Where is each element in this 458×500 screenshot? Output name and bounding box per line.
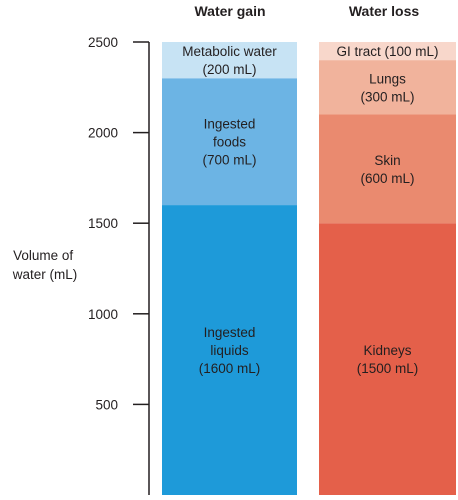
segment-label-line: (200 mL) <box>202 62 256 77</box>
segment-label-line: (300 mL) <box>360 89 414 104</box>
column-water-loss: Water loss Kidneys (1500 mL) Skin (600 mL) L… <box>319 3 456 495</box>
segment-label-line: (1500 mL) <box>357 361 419 376</box>
segment-label: GI tract (100 mL) <box>336 44 438 59</box>
segment-label: Lungs (300 mL) <box>360 71 414 104</box>
column-water-gain: Water gain Ingested liquids (1600 mL)Inges… <box>162 3 297 495</box>
bar-segment <box>319 223 456 495</box>
bar-segment <box>162 78 297 206</box>
segment-label: Ingested foods (700 mL) <box>202 117 256 168</box>
bar-segment <box>319 42 456 61</box>
bar-segment <box>319 114 456 224</box>
bar-segment <box>162 42 297 79</box>
segment-label-line: GI tract (100 mL) <box>336 44 438 59</box>
segment-label: Kidneys (1500 mL) <box>357 343 419 376</box>
bar-segment <box>162 205 297 495</box>
segment-label-line: (700 mL) <box>202 153 256 168</box>
y-axis-label: Volume of water (mL) <box>12 248 78 282</box>
y-tick-label: 2500 <box>88 35 118 50</box>
segment-label-line: Metabolic water <box>182 44 277 59</box>
y-tick-label: 1500 <box>88 216 118 231</box>
y-axis: 500 1000 1500 2000 2500 Volume of water (mL) <box>12 35 150 495</box>
segment-label-line: Kidneys <box>363 343 411 358</box>
segment-label-line: Skin <box>374 153 400 168</box>
segment-label-line: foods <box>213 135 246 150</box>
segment-label: Metabolic water (200 mL) <box>182 44 277 77</box>
segment-label: Skin (600 mL) <box>360 153 414 186</box>
y-tick-label: 500 <box>95 397 118 412</box>
column-title-water-loss: Water loss <box>349 3 419 19</box>
y-tick-label: 2000 <box>88 126 118 141</box>
y-axis-label-line-1: Volume of <box>13 248 73 263</box>
y-tick-label: 1000 <box>88 307 118 322</box>
column-title-water-gain: Water gain <box>194 3 265 19</box>
segment-label-line: liquids <box>210 343 249 358</box>
segment-label-line: (1600 mL) <box>199 361 261 376</box>
y-axis-label-line-2: water (mL) <box>12 267 78 282</box>
segment-label-line: Ingested <box>204 325 256 340</box>
segment-label-line: Ingested <box>204 117 256 132</box>
segment-label: Ingested liquids (1600 mL) <box>199 325 261 376</box>
segment-label-line: Lungs <box>369 71 406 86</box>
segment-label-line: (600 mL) <box>360 171 414 186</box>
bar-segment <box>319 60 456 115</box>
